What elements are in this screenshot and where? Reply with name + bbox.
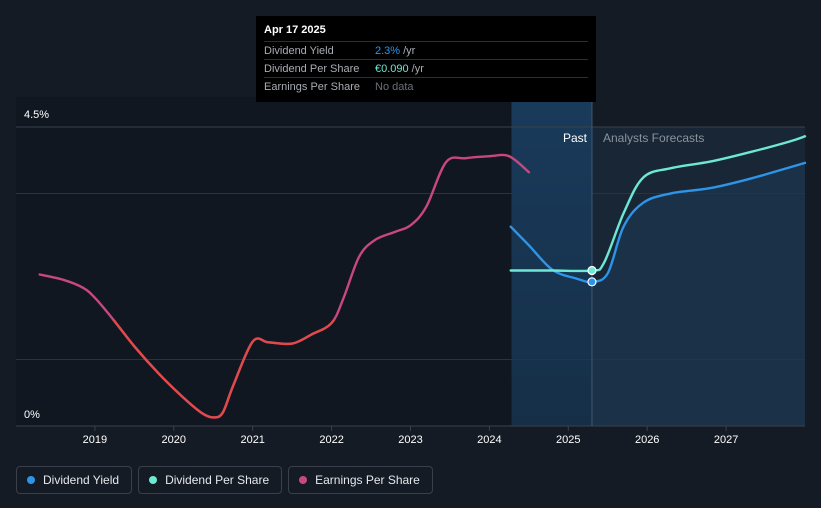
- tooltip-value: 2.3%: [375, 44, 401, 57]
- forecast-area: [592, 162, 805, 426]
- x-tick-label: 2027: [714, 434, 738, 446]
- tooltip-label: Dividend Yield: [264, 44, 334, 57]
- tooltip-unit: /yr: [411, 62, 424, 75]
- series-line-dividend-per-share: [509, 135, 807, 273]
- x-tick-label: 2022: [319, 434, 343, 446]
- tooltip-value: No data: [375, 80, 414, 93]
- tooltip: Apr 17 2025 Dividend Yield 2.3% /yr Divi…: [256, 16, 596, 102]
- x-tick-label: 2026: [635, 434, 659, 446]
- series-line-earnings-per-share-low: [111, 319, 336, 419]
- past-label: Past: [563, 131, 588, 145]
- x-tick-label: 2023: [398, 434, 422, 446]
- legend-label: Dividend Per Share: [165, 473, 270, 487]
- y-tick-label: 4.5%: [24, 109, 49, 121]
- tooltip-label: Earnings Per Share: [264, 80, 360, 93]
- tooltip-label: Dividend Per Share: [264, 62, 360, 75]
- legend-dot-icon: [27, 476, 35, 484]
- legend-item-dividend-per-share[interactable]: Dividend Per Share: [138, 466, 283, 494]
- legend-item-dividend-yield[interactable]: Dividend Yield: [16, 466, 133, 494]
- x-tick-label: 2019: [83, 434, 107, 446]
- tooltip-date: Apr 17 2025: [264, 24, 326, 36]
- tooltip-row-earnings-per-share: Earnings Per Share No data: [264, 77, 588, 95]
- x-tick-label: 2025: [556, 434, 580, 446]
- past-forecast-shading: [511, 97, 592, 426]
- x-tick-label: 2020: [162, 434, 186, 446]
- highlight-point-dividend-yield: [587, 277, 597, 287]
- tooltip-row-dividend-yield: Dividend Yield 2.3% /yr: [264, 41, 588, 59]
- highlight-point-dividend-per-share: [587, 265, 597, 276]
- legend-label: Dividend Yield: [43, 473, 120, 487]
- y-tick-label: 0%: [24, 409, 40, 421]
- legend: Dividend Yield Dividend Per Share Earnin…: [16, 466, 433, 494]
- forecast-label: Analysts Forecasts: [603, 131, 704, 145]
- legend-dot-icon: [299, 476, 308, 484]
- legend-item-earnings-per-share[interactable]: Earnings Per Share: [288, 466, 433, 494]
- past-background: [16, 97, 512, 426]
- legend-label: Earnings Per Share: [315, 473, 420, 487]
- tooltip-row-dividend-per-share: Dividend Per Share €0.090 /yr: [264, 59, 588, 77]
- tooltip-value: €0.090: [375, 62, 409, 75]
- x-tick-label: 2021: [240, 434, 264, 446]
- x-tick-label: 2024: [477, 434, 501, 446]
- tooltip-unit: /yr: [403, 44, 416, 57]
- legend-dot-icon: [149, 476, 158, 484]
